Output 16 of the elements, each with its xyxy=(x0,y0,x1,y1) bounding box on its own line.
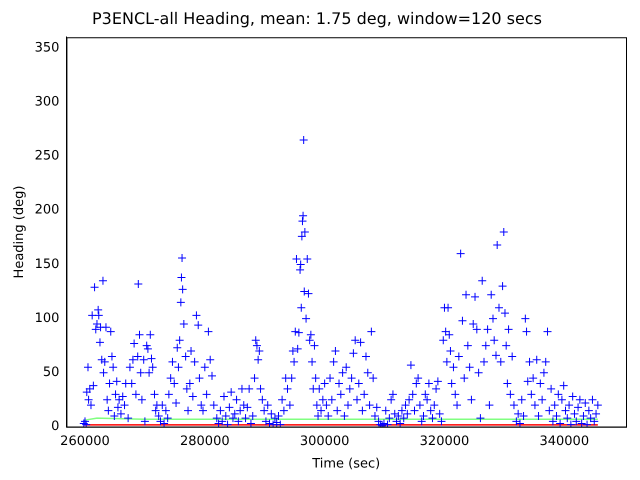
y-tick-label: 50 xyxy=(42,365,60,380)
x-tick-label: 280000 xyxy=(180,434,230,449)
y-tick-label: 250 xyxy=(34,148,60,164)
chart-title: P3ENCL-all Heading, mean: 1.75 deg, window=120 secs xyxy=(92,8,542,28)
y-tick-label: 150 xyxy=(34,256,60,272)
x-tick-label: 340000 xyxy=(539,434,590,449)
x-tick-label: 260000 xyxy=(60,434,110,449)
y-tick-label: 200 xyxy=(34,202,60,218)
x-tick-label: 300000 xyxy=(300,434,350,449)
y-tick-label: 350 xyxy=(34,40,60,56)
y-axis-title: Heading (deg) xyxy=(12,186,28,278)
y-tick-label: 100 xyxy=(34,310,60,326)
x-tick-label: 320000 xyxy=(420,434,470,449)
y-tick-label: 300 xyxy=(34,94,60,110)
x-axis-title: Time (sec) xyxy=(311,456,380,472)
y-tick-label: 0 xyxy=(51,419,60,434)
